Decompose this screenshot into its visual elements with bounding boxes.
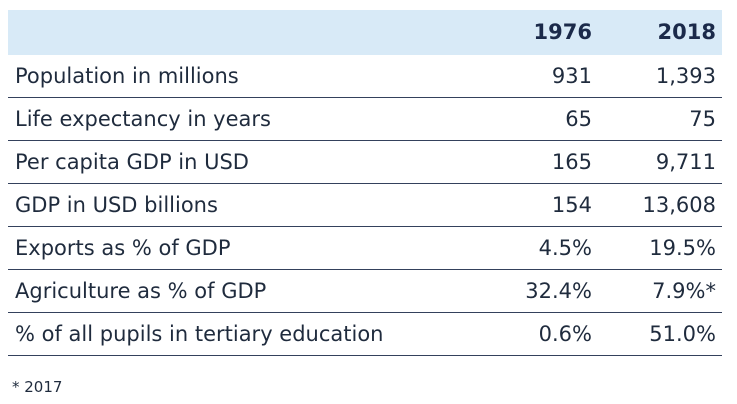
cell-value: 931 <box>551 64 592 88</box>
cell-value: 13,608 <box>642 193 716 217</box>
row-label: % of all pupils in tertiary education <box>15 322 384 346</box>
row-divider <box>8 140 722 141</box>
cell-value: 1,393 <box>655 64 716 88</box>
cell-value: 165 <box>551 150 592 174</box>
row-divider <box>8 355 722 356</box>
cell-value: 0.6% <box>538 322 592 346</box>
header-row <box>8 10 722 55</box>
row-divider <box>8 226 722 227</box>
row-label: Agriculture as % of GDP <box>15 279 267 303</box>
cell-value: 51.0% <box>649 322 716 346</box>
row-label: Per capita GDP in USD <box>15 150 249 174</box>
column-header: 1976 <box>533 20 592 44</box>
cell-value: 75 <box>689 107 716 131</box>
cell-value: 4.5% <box>538 236 592 260</box>
row-divider <box>8 269 722 270</box>
column-header: 2018 <box>657 20 716 44</box>
row-divider <box>8 183 722 184</box>
row-label: Exports as % of GDP <box>15 236 231 260</box>
row-label: Life expectancy in years <box>15 107 271 131</box>
row-divider <box>8 97 722 98</box>
row-label: GDP in USD billions <box>15 193 218 217</box>
cell-value: 7.9%* <box>652 279 716 303</box>
row-label: Population in millions <box>15 64 239 88</box>
row-divider <box>8 312 722 313</box>
cell-value: 154 <box>551 193 592 217</box>
cell-value: 19.5% <box>649 236 716 260</box>
footnote: * 2017 <box>12 378 63 396</box>
cell-value: 32.4% <box>525 279 592 303</box>
cell-value: 9,711 <box>655 150 716 174</box>
cell-value: 65 <box>565 107 592 131</box>
